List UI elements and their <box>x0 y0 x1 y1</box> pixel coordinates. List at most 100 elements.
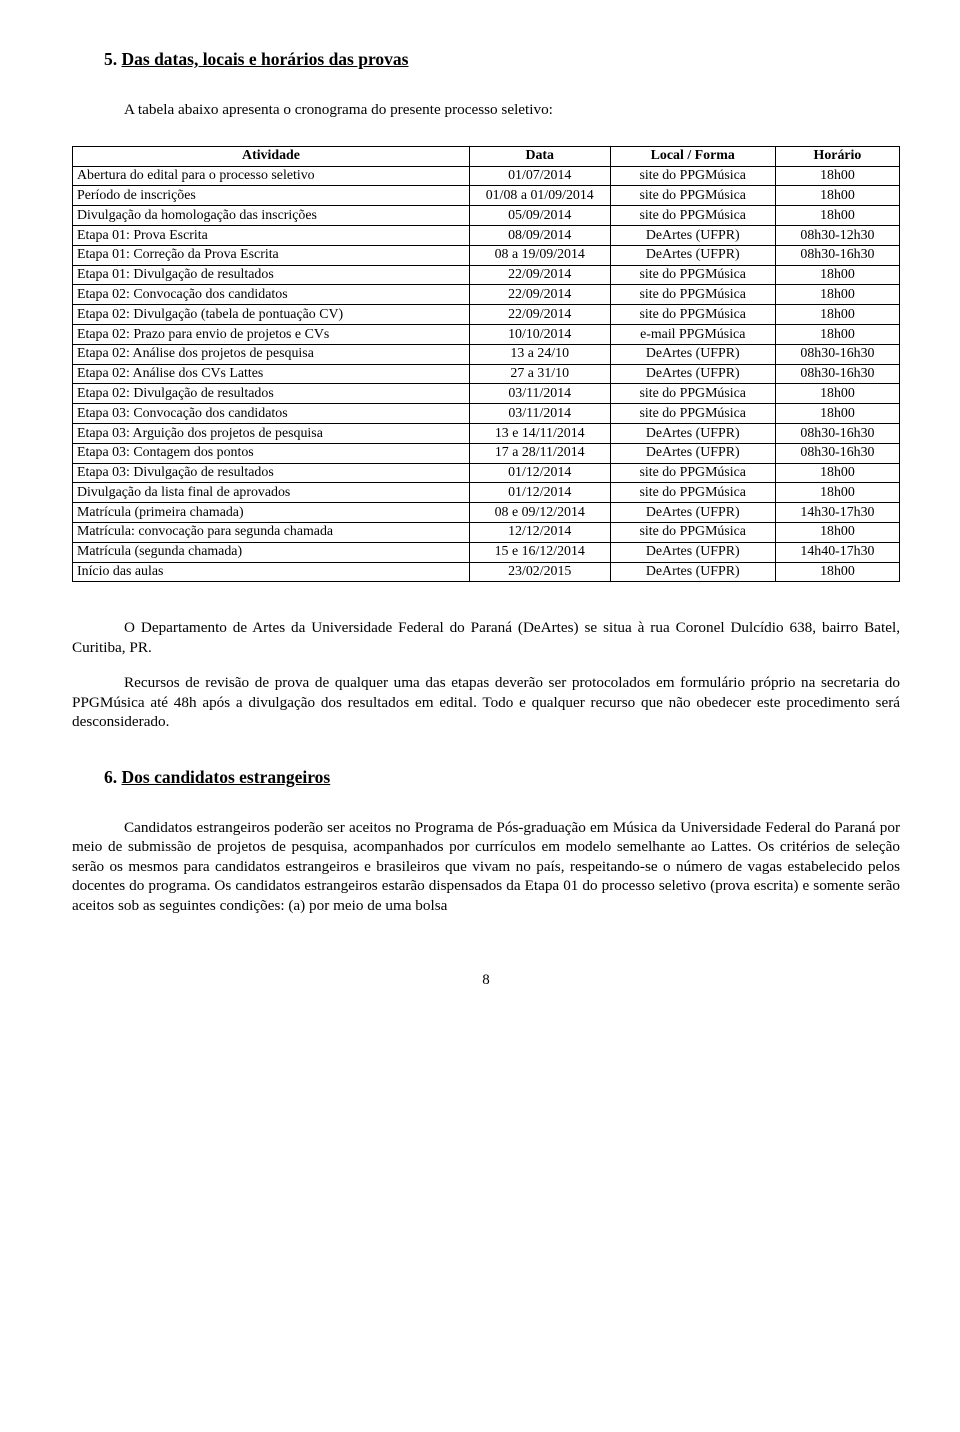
cell-activity: Etapa 03: Divulgação de resultados <box>73 463 470 483</box>
cell-time: 18h00 <box>775 305 899 325</box>
cell-activity: Início das aulas <box>73 562 470 582</box>
cell-date: 27 a 31/10 <box>469 364 610 384</box>
cell-activity: Etapa 03: Arguição dos projetos de pesqu… <box>73 424 470 444</box>
cell-time: 18h00 <box>775 522 899 542</box>
table-row: Etapa 03: Arguição dos projetos de pesqu… <box>73 424 900 444</box>
cell-date: 12/12/2014 <box>469 522 610 542</box>
cell-date: 01/07/2014 <box>469 166 610 186</box>
cell-time: 08h30-12h30 <box>775 226 899 246</box>
paragraph-location: O Departamento de Artes da Universidade … <box>72 618 900 657</box>
th-local: Local / Forma <box>610 146 775 166</box>
table-row: Etapa 02: Divulgação (tabela de pontuaçã… <box>73 305 900 325</box>
table-row: Matrícula: convocação para segunda chama… <box>73 522 900 542</box>
cell-activity: Matrícula: convocação para segunda chama… <box>73 522 470 542</box>
cell-date: 01/12/2014 <box>469 463 610 483</box>
cell-activity: Etapa 03: Convocação dos candidatos <box>73 404 470 424</box>
cell-time: 18h00 <box>775 562 899 582</box>
cell-time: 08h30-16h30 <box>775 344 899 364</box>
cell-date: 13 e 14/11/2014 <box>469 424 610 444</box>
cell-activity: Etapa 02: Divulgação (tabela de pontuaçã… <box>73 305 470 325</box>
table-row: Etapa 03: Divulgação de resultados01/12/… <box>73 463 900 483</box>
cell-time: 18h00 <box>775 285 899 305</box>
cell-date: 01/12/2014 <box>469 483 610 503</box>
cell-local: DeArtes (UFPR) <box>610 562 775 582</box>
cell-local: site do PPGMúsica <box>610 522 775 542</box>
cell-date: 15 e 16/12/2014 <box>469 542 610 562</box>
cell-time: 08h30-16h30 <box>775 364 899 384</box>
cell-activity: Etapa 02: Análise dos projetos de pesqui… <box>73 344 470 364</box>
cell-activity: Etapa 02: Prazo para envio de projetos e… <box>73 325 470 345</box>
cell-activity: Período de inscrições <box>73 186 470 206</box>
th-time: Horário <box>775 146 899 166</box>
cell-time: 18h00 <box>775 206 899 226</box>
cell-time: 08h30-16h30 <box>775 424 899 444</box>
table-row: Etapa 03: Contagem dos pontos17 a 28/11/… <box>73 443 900 463</box>
cell-activity: Matrícula (segunda chamada) <box>73 542 470 562</box>
cell-time: 18h00 <box>775 483 899 503</box>
cell-time: 18h00 <box>775 325 899 345</box>
table-header-row: Atividade Data Local / Forma Horário <box>73 146 900 166</box>
table-row: Etapa 01: Correção da Prova Escrita08 a … <box>73 245 900 265</box>
cell-date: 13 a 24/10 <box>469 344 610 364</box>
cell-date: 10/10/2014 <box>469 325 610 345</box>
cell-time: 14h30-17h30 <box>775 503 899 523</box>
section-5-intro: A tabela abaixo apresenta o cronograma d… <box>72 100 900 119</box>
cell-time: 18h00 <box>775 186 899 206</box>
cell-local: site do PPGMúsica <box>610 463 775 483</box>
cell-local: DeArtes (UFPR) <box>610 424 775 444</box>
cell-time: 18h00 <box>775 265 899 285</box>
cell-time: 18h00 <box>775 404 899 424</box>
cell-activity: Divulgação da lista final de aprovados <box>73 483 470 503</box>
cell-time: 18h00 <box>775 384 899 404</box>
section-6-heading: 6. Dos candidatos estrangeiros <box>72 766 900 788</box>
cell-date: 05/09/2014 <box>469 206 610 226</box>
cell-date: 03/11/2014 <box>469 384 610 404</box>
cell-date: 03/11/2014 <box>469 404 610 424</box>
table-row: Abertura do edital para o processo selet… <box>73 166 900 186</box>
cell-date: 23/02/2015 <box>469 562 610 582</box>
cell-time: 18h00 <box>775 463 899 483</box>
table-row: Etapa 02: Convocação dos candidatos22/09… <box>73 285 900 305</box>
cell-activity: Divulgação da homologação das inscrições <box>73 206 470 226</box>
section-5-heading: 5. Das datas, locais e horários das prov… <box>72 48 900 70</box>
table-row: Etapa 03: Convocação dos candidatos03/11… <box>73 404 900 424</box>
table-row: Divulgação da homologação das inscrições… <box>73 206 900 226</box>
section-6-number: 6. <box>104 767 117 787</box>
cell-local: site do PPGMúsica <box>610 265 775 285</box>
cell-activity: Etapa 03: Contagem dos pontos <box>73 443 470 463</box>
page-number: 8 <box>72 971 900 990</box>
section-6-title: Dos candidatos estrangeiros <box>122 767 331 787</box>
paragraph-recursos: Recursos de revisão de prova de qualquer… <box>72 673 900 731</box>
table-row: Período de inscrições01/08 a 01/09/2014s… <box>73 186 900 206</box>
cell-local: DeArtes (UFPR) <box>610 245 775 265</box>
table-row: Etapa 02: Prazo para envio de projetos e… <box>73 325 900 345</box>
cell-local: site do PPGMúsica <box>610 483 775 503</box>
table-row: Etapa 02: Análise dos CVs Lattes27 a 31/… <box>73 364 900 384</box>
table-row: Início das aulas23/02/2015DeArtes (UFPR)… <box>73 562 900 582</box>
cell-local: DeArtes (UFPR) <box>610 443 775 463</box>
cell-local: site do PPGMúsica <box>610 186 775 206</box>
cell-activity: Etapa 01: Divulgação de resultados <box>73 265 470 285</box>
cell-local: DeArtes (UFPR) <box>610 503 775 523</box>
cell-time: 08h30-16h30 <box>775 245 899 265</box>
cell-local: site do PPGMúsica <box>610 384 775 404</box>
cell-activity: Etapa 01: Prova Escrita <box>73 226 470 246</box>
cell-activity: Etapa 02: Divulgação de resultados <box>73 384 470 404</box>
cell-local: DeArtes (UFPR) <box>610 542 775 562</box>
cell-local: site do PPGMúsica <box>610 166 775 186</box>
cell-local: DeArtes (UFPR) <box>610 364 775 384</box>
cell-date: 17 a 28/11/2014 <box>469 443 610 463</box>
th-activity: Atividade <box>73 146 470 166</box>
cell-activity: Matrícula (primeira chamada) <box>73 503 470 523</box>
cell-activity: Etapa 01: Correção da Prova Escrita <box>73 245 470 265</box>
cell-date: 22/09/2014 <box>469 305 610 325</box>
cell-local: DeArtes (UFPR) <box>610 226 775 246</box>
cell-local: DeArtes (UFPR) <box>610 344 775 364</box>
th-date: Data <box>469 146 610 166</box>
cell-activity: Etapa 02: Análise dos CVs Lattes <box>73 364 470 384</box>
cell-date: 08/09/2014 <box>469 226 610 246</box>
cell-time: 08h30-16h30 <box>775 443 899 463</box>
cell-date: 22/09/2014 <box>469 265 610 285</box>
cell-date: 08 a 19/09/2014 <box>469 245 610 265</box>
table-row: Etapa 02: Análise dos projetos de pesqui… <box>73 344 900 364</box>
